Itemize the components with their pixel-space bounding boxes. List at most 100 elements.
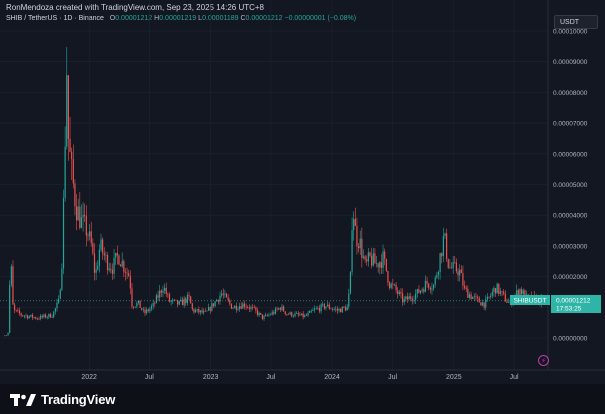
candle-body <box>82 214 84 218</box>
symbol-legend: SHIB / TetherUS · 1D · Binance O0.000012… <box>6 15 356 22</box>
candle-body <box>214 301 216 307</box>
candle <box>473 293 475 301</box>
candle-body <box>297 313 299 315</box>
candle <box>424 275 427 293</box>
candle <box>397 287 399 299</box>
candle-body <box>97 265 99 270</box>
candle-body <box>36 318 39 320</box>
candle <box>247 305 249 309</box>
candle <box>102 237 104 260</box>
candle <box>504 290 506 302</box>
candle <box>71 147 73 180</box>
candle-body <box>446 233 448 259</box>
candle <box>388 281 391 291</box>
candle-body <box>49 313 52 318</box>
candle <box>147 308 149 313</box>
candle-body <box>108 268 110 271</box>
candle-body <box>51 317 53 318</box>
candle-body <box>436 274 438 278</box>
candle <box>62 189 65 275</box>
candle-body <box>472 296 474 300</box>
candle-body <box>506 301 508 303</box>
candle-body <box>460 269 462 274</box>
candle <box>194 307 197 313</box>
candle-body <box>459 269 461 276</box>
candle-body <box>493 288 495 293</box>
candle <box>506 298 508 304</box>
candle-body <box>462 273 464 286</box>
candle <box>426 277 428 288</box>
candle-body <box>304 315 306 318</box>
candle <box>80 204 83 229</box>
candle <box>40 314 42 321</box>
candle <box>221 289 223 298</box>
candle-body <box>496 283 498 294</box>
candle-body <box>59 289 61 299</box>
candle-body <box>362 256 365 258</box>
tradingview-logo-icon <box>10 393 36 406</box>
currency-button[interactable]: USDT <box>554 15 598 29</box>
candle-body <box>227 297 229 301</box>
candle-body <box>269 314 272 316</box>
candle-body <box>106 255 109 271</box>
candle-body <box>139 300 141 308</box>
candle-body <box>477 296 479 298</box>
candle <box>374 248 376 264</box>
candle-body <box>522 290 524 295</box>
candle <box>154 301 156 308</box>
candle-body <box>18 310 21 314</box>
candle <box>297 311 299 318</box>
candle-body <box>150 306 153 309</box>
candle <box>366 255 368 266</box>
candle <box>190 295 192 304</box>
candle-body <box>28 316 30 319</box>
candle-body <box>234 305 236 309</box>
candle-body <box>157 295 159 298</box>
candle-body <box>286 314 288 315</box>
high-value: 0.00001219 <box>159 15 197 22</box>
price-chart[interactable]: 0.000000000.000010000.000020000.00003000… <box>0 0 605 384</box>
candle-body <box>253 307 255 308</box>
candle <box>256 307 259 317</box>
candle <box>212 303 215 308</box>
alert-icon[interactable]: ⚡ <box>538 355 549 366</box>
y-tick-label: 0.00003000 <box>553 243 588 250</box>
candle <box>493 286 495 297</box>
candle-body <box>85 215 87 236</box>
candle <box>432 283 435 292</box>
candle <box>196 308 198 313</box>
candle <box>123 259 125 278</box>
candle-body <box>219 295 221 302</box>
candle <box>74 179 76 216</box>
candle-body <box>424 280 427 292</box>
candle-body <box>455 262 458 272</box>
candle <box>88 224 91 241</box>
candle <box>15 309 17 312</box>
candle <box>265 312 267 317</box>
candle-body <box>204 310 206 312</box>
y-tick-label: 0.00005000 <box>553 182 588 189</box>
candle-body <box>447 258 449 268</box>
candle <box>87 232 89 242</box>
candle <box>459 264 461 282</box>
candle-body <box>66 75 68 147</box>
candle <box>273 310 275 316</box>
candle <box>157 290 159 302</box>
candle <box>354 207 356 227</box>
candle <box>177 299 179 308</box>
candle <box>450 262 453 269</box>
candle-body <box>317 307 319 309</box>
candle-body <box>418 289 420 293</box>
candle-body <box>69 138 71 152</box>
candle <box>10 264 12 288</box>
candle-body <box>22 315 24 317</box>
candle-body <box>212 303 215 307</box>
x-axis[interactable]: 2022 Jul 2023 Jul 2024 Jul 2025 Jul <box>81 374 519 381</box>
candle-body <box>475 296 477 297</box>
symbol-title[interactable]: SHIB / TetherUS · 1D · Binance <box>6 15 104 22</box>
candle <box>43 313 45 319</box>
candle <box>242 301 244 309</box>
candle <box>278 307 280 311</box>
tradingview-logo[interactable]: TradingView <box>10 392 115 407</box>
candle-body <box>490 295 492 297</box>
